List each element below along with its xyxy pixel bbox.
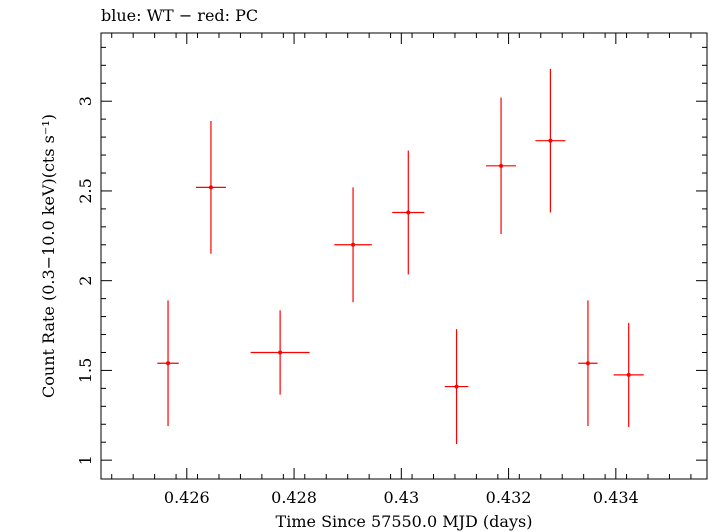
x-tick-label: 0.43 xyxy=(384,488,420,507)
point-marker xyxy=(351,242,356,247)
data-point xyxy=(444,329,469,445)
y-axis-label: Count Rate (0.3−10.0 keV)(cts s⁻¹) xyxy=(39,114,58,398)
x-axis-label: Time Since 57550.0 MJD (days) xyxy=(276,512,533,531)
point-marker xyxy=(406,210,411,215)
point-marker xyxy=(278,350,283,355)
point-marker xyxy=(626,372,631,377)
point-marker xyxy=(585,361,590,366)
data-point xyxy=(334,187,372,303)
data-point xyxy=(535,68,566,213)
y-tick-label: 1 xyxy=(76,455,95,465)
data-points xyxy=(157,68,644,445)
x-tick-label: 0.434 xyxy=(593,488,639,507)
data-point xyxy=(392,150,425,275)
y-tick-label: 3 xyxy=(76,96,95,106)
y-tick-label: 2.5 xyxy=(76,178,95,203)
y-tick-label: 1.5 xyxy=(76,358,95,383)
x-tick-label: 0.432 xyxy=(486,488,532,507)
data-point xyxy=(157,300,179,427)
y-tick-label: 2 xyxy=(76,276,95,286)
plot-frame xyxy=(100,32,708,480)
data-point xyxy=(195,120,226,254)
data-point xyxy=(486,97,517,235)
data-point xyxy=(578,300,598,427)
point-marker xyxy=(208,185,213,190)
chart-title: blue: WT − red: PC xyxy=(101,6,258,25)
x-tick-label: 0.428 xyxy=(271,488,317,507)
axis-ticks: 0.426 0.428 0.43 0.432 0.434 1 1.5 2 2.5 3 xyxy=(76,33,707,507)
data-point xyxy=(250,310,310,395)
x-tick-label: 0.426 xyxy=(164,488,210,507)
data-point xyxy=(613,322,644,427)
point-marker xyxy=(499,163,504,168)
point-marker xyxy=(454,384,459,389)
point-marker xyxy=(548,138,553,143)
point-marker xyxy=(166,361,171,366)
